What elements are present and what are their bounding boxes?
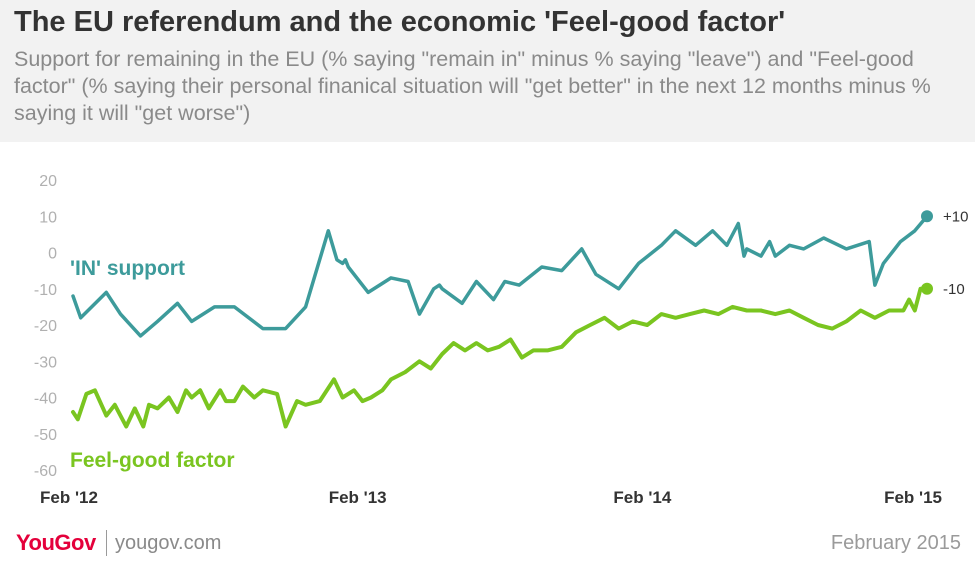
x-tick-label: Feb '15 [884,488,942,507]
footer-date: February 2015 [830,532,961,554]
y-tick-label: -10 [34,282,57,299]
series-labels: +10 'IN' support -10 Feel-good factor [70,208,968,472]
series-name-label: 'IN' support [70,257,185,280]
series-lines [71,210,933,429]
y-tick-label: -50 [34,427,57,444]
in-support-end-point [921,210,933,223]
end-value-label: +10 [943,208,968,225]
x-tick-label: Feb '14 [613,488,671,507]
feel-good-line [71,286,929,429]
x-tick-label: Feb '13 [329,488,387,507]
x-axis-ticks: Feb '12 Feb '13 Feb '14 Feb '15 [40,488,942,507]
end-value-label: -10 [943,281,965,298]
in-support-line [71,214,929,338]
header-panel: The EU referendum and the economic 'Feel… [0,0,975,142]
chart-subtitle: Support for remaining in the EU (% sayin… [14,47,931,125]
y-axis-ticks: 20 10 0 -10 -20 -30 -40 -50 -60 [34,173,57,480]
series-name-label: Feel-good factor [70,449,235,472]
feel-good-end-point [921,282,933,295]
footer-divider [106,530,107,556]
y-tick-label: 0 [48,246,57,263]
y-tick-label: 10 [39,209,57,226]
yougov-logo: YouGov [16,530,96,555]
y-tick-label: -20 [34,318,57,335]
chart-title: The EU referendum and the economic 'Feel… [14,6,786,38]
y-tick-label: -60 [34,463,57,480]
footer-url: yougov.com [115,532,222,554]
y-tick-label: -30 [34,354,57,371]
y-tick-label: 20 [39,173,57,190]
x-tick-label: Feb '12 [40,488,98,507]
y-tick-label: -40 [34,391,57,408]
